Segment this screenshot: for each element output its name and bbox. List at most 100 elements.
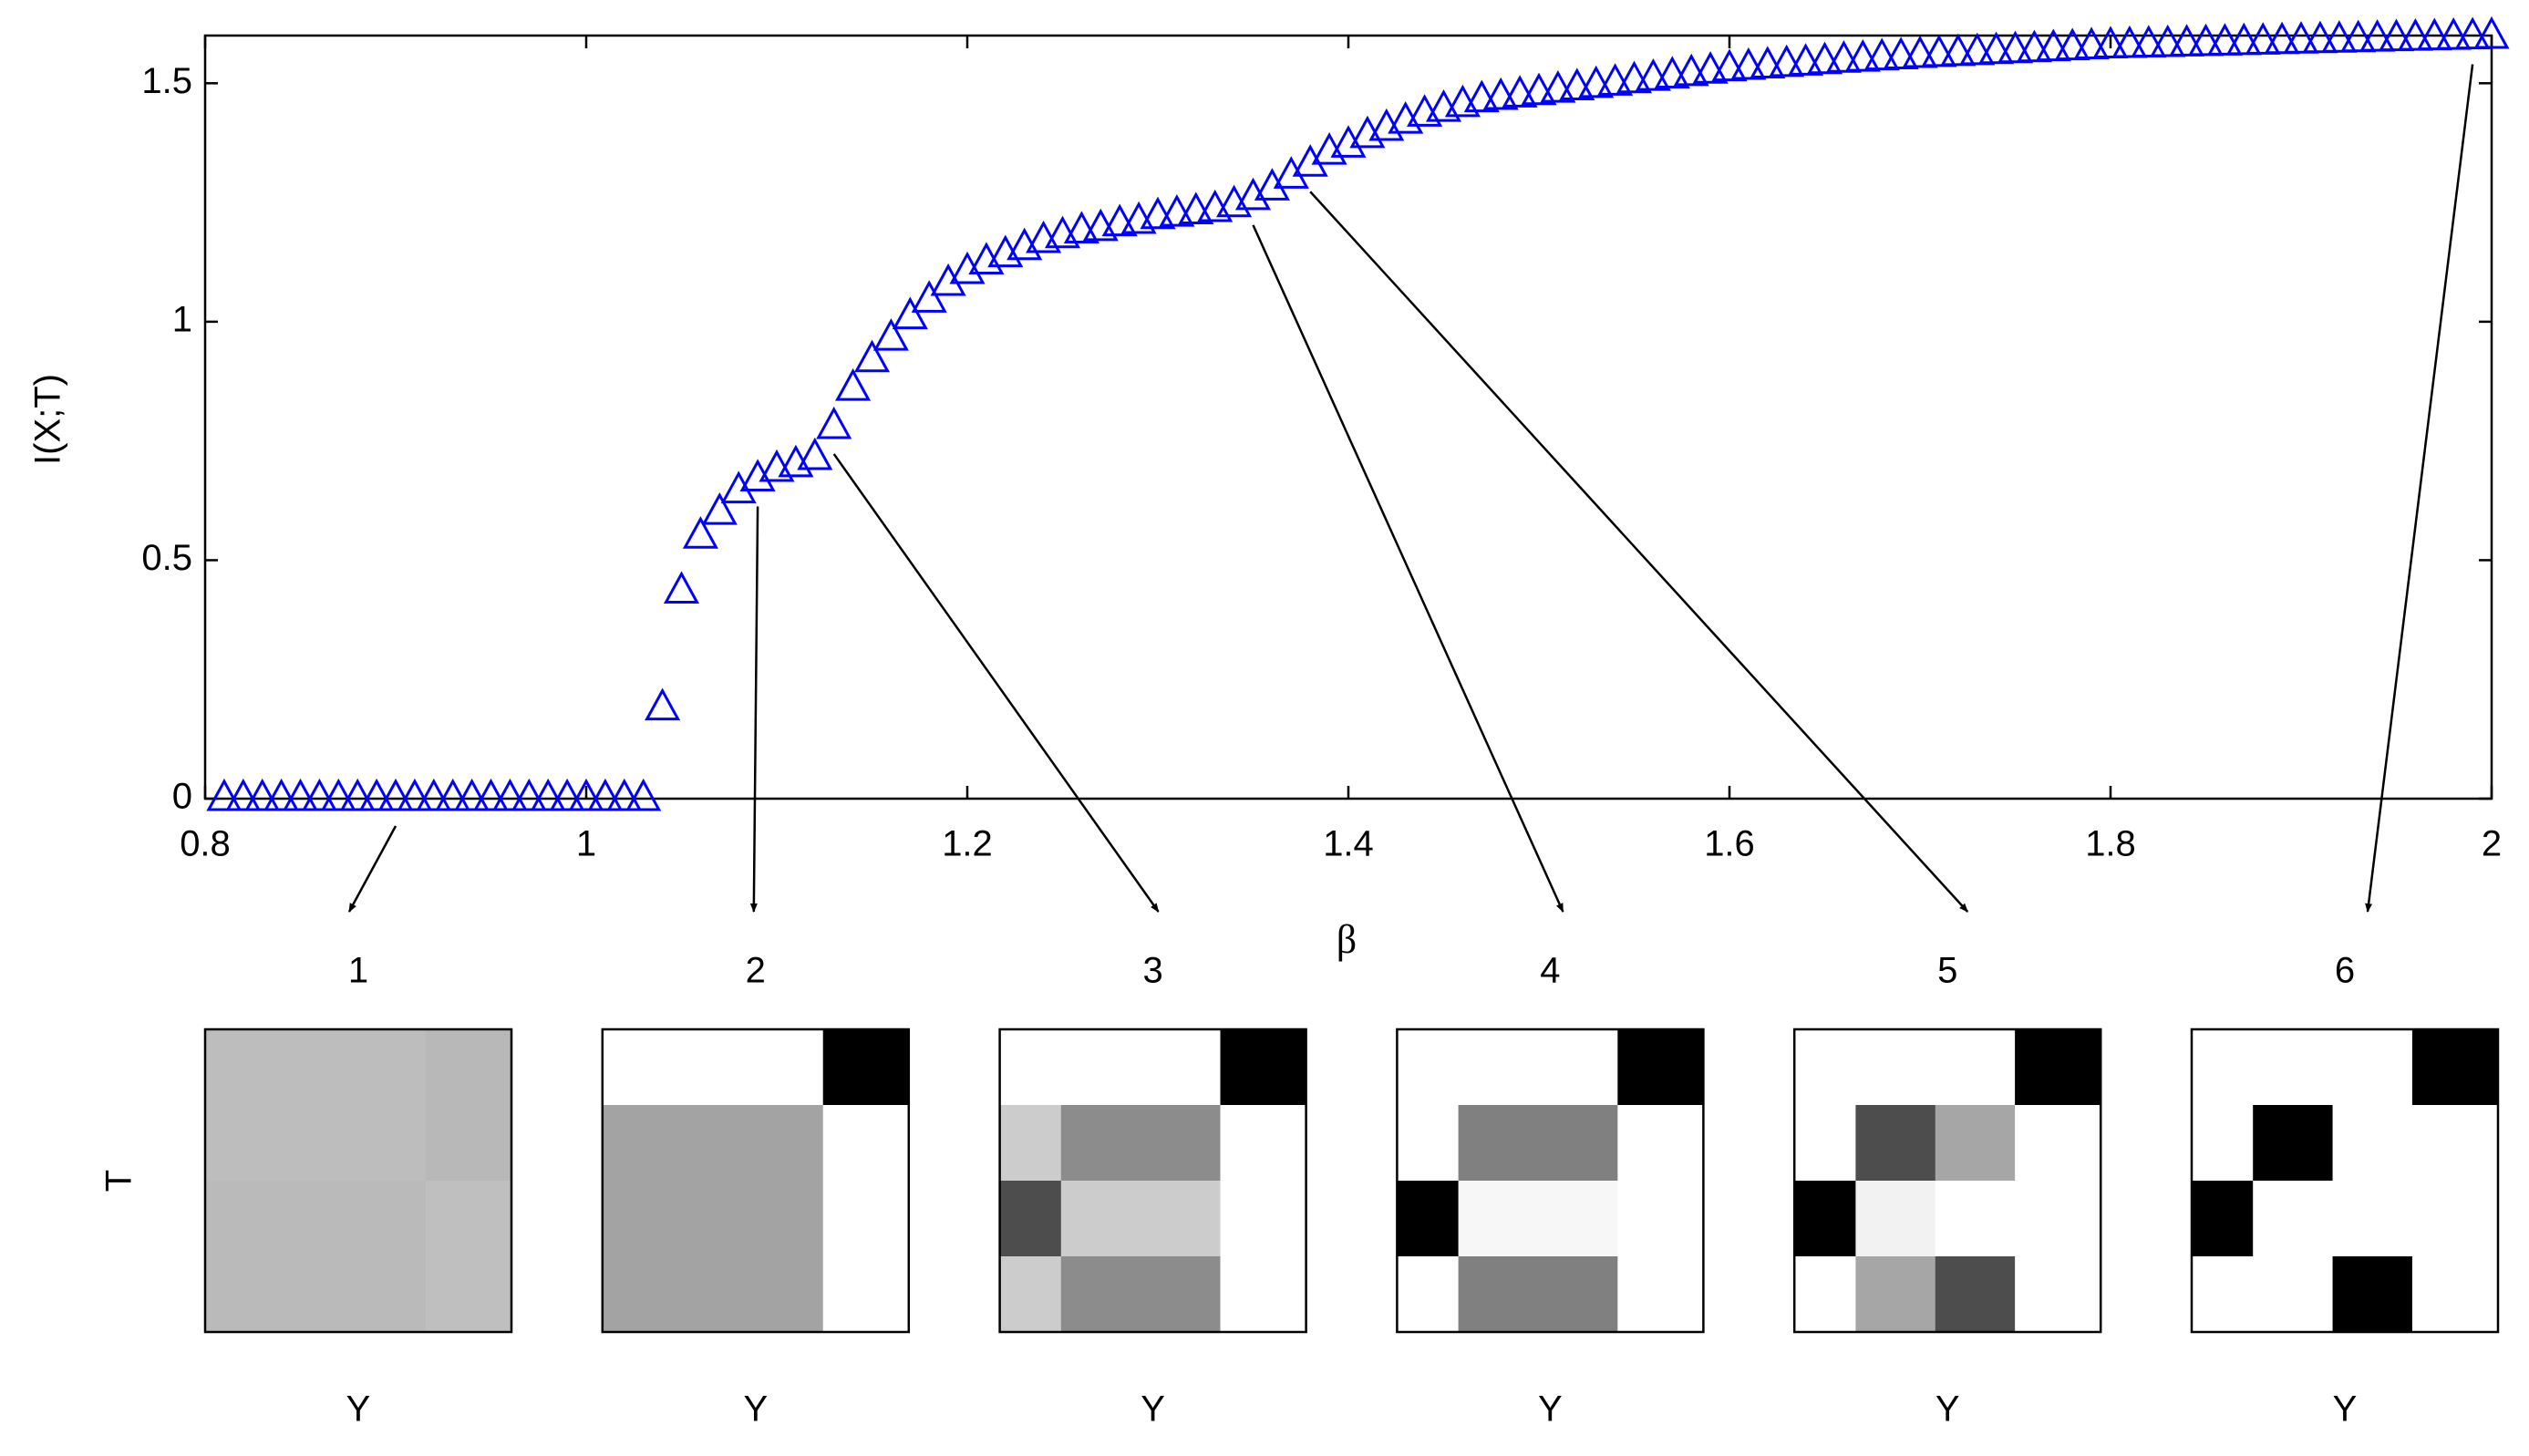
heatmap-cell <box>602 1256 665 1333</box>
data-point <box>1615 60 1653 94</box>
data-point <box>872 318 909 351</box>
heatmap-cell <box>1935 1029 2016 1106</box>
heatmap-cell <box>743 1105 824 1182</box>
heatmap-cell <box>2253 1029 2334 1106</box>
data-point <box>1654 56 1690 88</box>
data-point <box>206 778 243 811</box>
heatmap-cell <box>2192 1181 2254 1257</box>
heatmap-frame <box>1396 1027 1705 1334</box>
heatmap-cell <box>602 1181 665 1257</box>
heatmap-cell <box>1458 1181 1539 1257</box>
heatmap-cell <box>1935 1105 2016 1182</box>
heatmap-cell <box>999 1256 1062 1333</box>
data-point <box>472 778 510 811</box>
heatmap-cell <box>1397 1105 1460 1182</box>
heatmap-cell <box>346 1256 427 1333</box>
heatmap-cell <box>346 1181 427 1257</box>
heatmap-cell <box>1220 1181 1307 1257</box>
heatmap-cell <box>2411 1256 2499 1333</box>
heatmap-cell <box>1458 1256 1539 1333</box>
heatmap-cell <box>1617 1105 1704 1182</box>
heatmap-cell <box>1617 1256 1704 1333</box>
data-point <box>1902 35 1938 68</box>
data-point <box>1940 33 1977 67</box>
data-point <box>491 778 528 811</box>
data-point <box>397 778 433 811</box>
heatmap-cell <box>2253 1105 2334 1182</box>
data-point <box>2378 18 2415 52</box>
data-point <box>1921 34 1957 67</box>
data-point <box>2092 26 2129 59</box>
heatmap-cell <box>1141 1181 1222 1257</box>
heatmap-cell <box>2332 1181 2413 1257</box>
heatmap-cell <box>1220 1105 1307 1182</box>
data-point <box>2435 16 2472 50</box>
heatmap-cell <box>425 1181 512 1257</box>
heatmap-cell <box>602 1029 665 1106</box>
heatmap-cell <box>1141 1256 1222 1333</box>
heatmap-cell <box>205 1256 267 1333</box>
data-point <box>853 339 891 373</box>
data-point <box>2302 20 2338 54</box>
heatmap-cell <box>1060 1181 1141 1257</box>
heatmap-cell <box>1220 1029 1307 1106</box>
data-point <box>320 778 356 811</box>
panel-title: 4 <box>1540 951 1560 991</box>
heatmap-cell <box>822 1105 910 1182</box>
data-point <box>1254 168 1290 201</box>
data-point <box>949 251 986 284</box>
data-point <box>1597 63 1634 96</box>
data-point <box>739 459 776 492</box>
heatmap-cell <box>2192 1105 2254 1182</box>
heatmap-cell <box>425 1029 512 1106</box>
x-axis-label: β <box>1337 917 1357 962</box>
data-point <box>377 778 414 811</box>
y-tick-label: 0.5 <box>141 538 192 578</box>
data-point <box>1521 72 1557 106</box>
data-point <box>1540 70 1576 103</box>
y-axis-label: I(X;T) <box>28 374 68 465</box>
data-point <box>358 778 395 811</box>
data-point <box>339 778 376 811</box>
data-point <box>2131 25 2167 57</box>
heatmap-cell <box>664 1105 744 1182</box>
data-point <box>892 296 928 330</box>
heatmap-cell <box>2411 1181 2499 1257</box>
heatmap-cell <box>205 1029 267 1106</box>
data-point <box>816 406 852 439</box>
x-tick-label: 1.6 <box>1704 824 1755 864</box>
heatmap-cell <box>1397 1029 1460 1106</box>
heatmap-cell <box>1794 1181 1856 1257</box>
x-tick-label: 1 <box>576 824 596 864</box>
heatmap-cell <box>1537 1105 1618 1182</box>
data-point <box>1063 211 1099 243</box>
y-tick-label: 1 <box>172 299 192 339</box>
heatmap-cell <box>2332 1256 2413 1333</box>
data-point <box>930 263 966 296</box>
heatmap-cell <box>999 1105 1062 1182</box>
data-point <box>1216 184 1253 218</box>
heatmap-cell <box>664 1256 744 1333</box>
heatmap-cell <box>2015 1256 2101 1333</box>
heatmap-frame <box>2190 1027 2500 1334</box>
data-point <box>1234 177 1272 211</box>
heatmap-cell <box>1794 1029 1856 1106</box>
heatmap-cell <box>1617 1181 1704 1257</box>
heatmap-cell <box>822 1029 910 1106</box>
heatmap-cell <box>266 1256 347 1333</box>
data-point <box>2416 17 2452 51</box>
x-tick-label: 1.2 <box>942 824 993 864</box>
panel-x-label: Y <box>346 1389 371 1430</box>
heatmap-cell <box>1397 1256 1460 1333</box>
data-point <box>1311 132 1347 165</box>
plot-frame <box>203 34 2493 800</box>
heatmap-cell <box>1935 1181 2016 1257</box>
data-point <box>2016 29 2052 63</box>
arrow <box>347 825 397 913</box>
data-point <box>663 571 700 604</box>
x-tick-label: 1.8 <box>2085 824 2136 864</box>
panel-y-label: T <box>99 1170 139 1192</box>
data-point <box>1711 48 1748 82</box>
heatmap-cell <box>2015 1181 2101 1257</box>
